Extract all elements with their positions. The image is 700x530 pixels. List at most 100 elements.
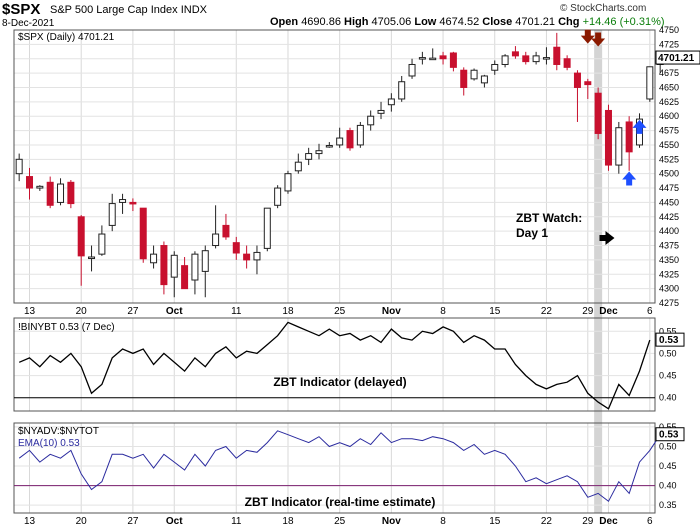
y-tick-label: 0.45	[659, 461, 677, 471]
x-tick-label: 27	[127, 306, 139, 317]
candle-body	[398, 81, 406, 100]
candle-body	[129, 201, 137, 205]
x-tick-label: Nov	[382, 516, 401, 527]
x-tick-label: 15	[489, 516, 501, 527]
indicator-caption: ZBT Indicator (delayed)	[273, 375, 406, 389]
zbt-watch-day: Day 1	[516, 226, 548, 240]
candle-body	[553, 46, 561, 65]
candle-body	[67, 181, 75, 205]
y-tick-label: 4350	[659, 255, 679, 265]
candle-body	[563, 58, 571, 68]
y-tick-label: 0.50	[659, 348, 677, 358]
candle-body	[346, 130, 354, 149]
y-tick-label: 4400	[659, 226, 679, 236]
x-tick-label: 11	[231, 516, 242, 527]
close-label: Close	[482, 16, 513, 28]
candle-body	[88, 256, 96, 260]
ema-legend: EMA(10) 0.53	[18, 438, 80, 449]
candle-body	[294, 161, 302, 172]
y-tick-label: 4375	[659, 241, 679, 251]
candle-body	[108, 203, 116, 226]
ohlc-readout: Open 4690.86 High 4705.06 Low 4674.52 Cl…	[270, 16, 665, 28]
low-value: 4674.52	[439, 16, 480, 28]
y-tick-label: 4650	[659, 82, 679, 92]
indicator-caption: ZBT Indicator (real-time estimate)	[245, 495, 436, 509]
x-tick-label: 20	[76, 306, 88, 317]
y-tick-label: 4625	[659, 97, 679, 107]
candle-body	[201, 250, 209, 272]
candle-body	[212, 233, 220, 247]
x-tick-label: 11	[231, 306, 242, 317]
candle-body	[584, 81, 592, 86]
x-tick-label: Dec	[599, 516, 618, 527]
up-arrow-icon	[622, 171, 637, 186]
candle-body	[367, 115, 375, 126]
candle-body	[181, 265, 189, 290]
candle-body	[594, 92, 602, 134]
price-legend: $SPX (Daily) 4701.21	[18, 32, 115, 43]
indicator-badge	[655, 427, 685, 442]
highlight-band	[594, 30, 603, 513]
x-tick-label: 27	[127, 516, 139, 527]
y-tick-label: 0.55	[659, 422, 677, 432]
x-tick-label: Nov	[382, 306, 401, 317]
x-tick-label: 29	[582, 516, 594, 527]
candle-body	[160, 245, 168, 286]
y-tick-label: 0.50	[659, 441, 677, 451]
y-tick-label: 4525	[659, 154, 679, 164]
indicator-line	[18, 430, 661, 503]
candle-body	[491, 63, 499, 71]
y-tick-label: 0.45	[659, 371, 677, 381]
indicator-line	[18, 321, 651, 410]
y-tick-label: 0.40	[659, 393, 677, 403]
copyright: © StockCharts.com	[560, 3, 647, 14]
close-value: 4701.21	[515, 16, 556, 28]
index-title: S&P 500 Large Cap Index	[50, 4, 178, 16]
x-tick-label: 13	[24, 516, 36, 527]
down-arrow-icon	[591, 32, 606, 47]
candle-body	[139, 207, 147, 260]
candle-body	[573, 72, 581, 88]
candle-body	[625, 121, 633, 153]
y-tick-label: 4300	[659, 284, 679, 294]
candle-body	[263, 207, 271, 249]
candle-body	[460, 69, 468, 88]
exchange: INDX	[180, 4, 207, 16]
candle-body	[36, 185, 44, 189]
y-tick-label: 4550	[659, 140, 679, 150]
y-tick-label: 0.40	[659, 481, 677, 491]
y-tick-label: 4450	[659, 197, 679, 207]
candle-body	[470, 69, 478, 80]
high-value: 4705.06	[371, 16, 412, 28]
y-tick-label: 4575	[659, 126, 679, 136]
x-tick-label: 18	[282, 516, 294, 527]
panel-frame	[13, 29, 656, 304]
y-tick-label: 4325	[659, 269, 679, 279]
candle-body	[325, 145, 333, 148]
symbol: $SPX	[2, 1, 41, 18]
candle-body	[615, 127, 623, 166]
x-tick-label: 8	[440, 516, 446, 527]
candle-body	[542, 57, 550, 60]
chart-date: 8-Dec-2021	[2, 18, 55, 29]
x-tick-label: 15	[489, 306, 501, 317]
panel-frame	[13, 422, 656, 514]
y-tick-label: 4425	[659, 212, 679, 222]
x-tick-label: 18	[282, 306, 294, 317]
candle-body	[119, 199, 127, 203]
candle-body	[170, 254, 178, 278]
y-tick-label: 4275	[659, 298, 679, 308]
x-tick-label: Dec	[599, 306, 618, 317]
candle-body	[150, 253, 158, 264]
x-tick-label: 25	[334, 516, 346, 527]
open-label: Open	[270, 16, 299, 28]
candle-body	[274, 187, 282, 206]
candle-body	[408, 63, 416, 77]
candle-body	[449, 52, 457, 68]
candle-body	[387, 98, 395, 106]
y-tick-label: 4675	[659, 68, 679, 78]
last-price-badge	[655, 50, 700, 65]
x-tick-label: Oct	[166, 516, 183, 527]
x-tick-label: 22	[541, 516, 553, 527]
y-tick-label: 0.35	[659, 500, 677, 510]
